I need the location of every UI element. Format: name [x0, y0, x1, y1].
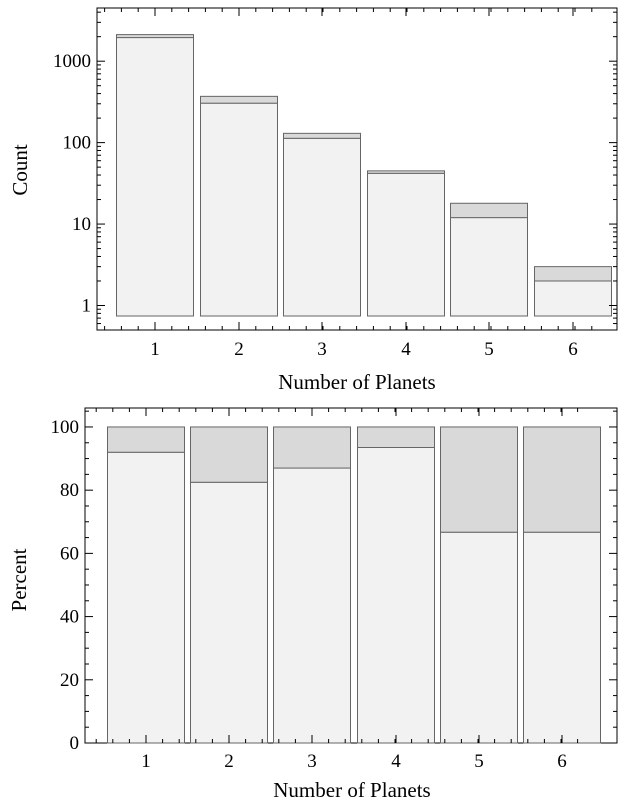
percent-axes: 0 20 40 60 80 100 1 2 3 4 5 6 — [51, 408, 617, 772]
count-bar — [534, 280, 612, 317]
count-bar — [534, 266, 612, 282]
percent-y-tick-label: 20 — [60, 670, 79, 691]
percent-bar — [273, 467, 351, 744]
percent-bars — [107, 426, 601, 744]
count-bars — [116, 34, 612, 317]
count-bar — [450, 217, 528, 317]
percent-y-axis-label: Percent — [7, 548, 31, 611]
percent-y-tick-label: 0 — [70, 733, 80, 754]
percent-y-tick-label: 80 — [60, 480, 79, 501]
count-bar — [367, 172, 445, 317]
count-y-tick-label: 100 — [63, 133, 92, 154]
percent-bar — [190, 481, 268, 744]
percent-x-tick-label: 5 — [474, 751, 484, 772]
count-chart: 1 10 100 1000 1 2 3 4 5 6 Number of Planets Count — [8, 7, 618, 394]
percent-x-tick-label: 2 — [224, 751, 234, 772]
percent-y-tick-label: 100 — [51, 417, 80, 438]
count-x-axis-label: Number of Planets — [278, 370, 435, 394]
percent-bar — [523, 531, 601, 744]
percent-y-tick-label: 60 — [60, 543, 79, 564]
count-x-tick-label: 6 — [568, 339, 578, 360]
percent-bar — [357, 426, 435, 449]
count-bar — [116, 34, 194, 39]
count-x-tick-label: 3 — [317, 339, 327, 360]
count-bar — [450, 202, 528, 219]
percent-x-tick-label: 6 — [557, 751, 567, 772]
count-bar — [283, 132, 361, 139]
percent-bar — [107, 451, 185, 744]
count-y-axis-label: Count — [8, 144, 32, 196]
count-x-tick-label: 1 — [150, 339, 160, 360]
count-axes: 1 10 100 1000 1 2 3 4 5 6 — [53, 8, 617, 360]
percent-bar — [107, 426, 185, 453]
percent-bar — [440, 426, 518, 533]
percent-bar — [357, 447, 435, 744]
percent-y-tick-label: 40 — [60, 607, 79, 628]
percent-chart: 0 20 40 60 80 100 1 2 3 4 5 6 Number of Planets Per… — [7, 407, 618, 802]
count-x-tick-label: 5 — [484, 339, 494, 360]
count-y-tick-label: 1 — [82, 295, 92, 316]
percent-x-tick-label: 1 — [141, 751, 151, 772]
percent-bar — [523, 426, 601, 533]
percent-bar — [273, 426, 351, 469]
percent-x-axis-label: Number of Planets — [273, 778, 430, 802]
count-bar — [367, 170, 445, 174]
count-bar — [283, 137, 361, 317]
percent-x-tick-label: 3 — [307, 751, 317, 772]
count-bar — [200, 95, 278, 104]
count-x-tick-label: 4 — [401, 339, 411, 360]
count-x-tick-label: 2 — [234, 339, 244, 360]
count-bar — [116, 37, 194, 317]
percent-x-tick-label: 4 — [391, 751, 401, 772]
percent-bar — [440, 531, 518, 744]
percent-bar — [190, 426, 268, 483]
count-bar — [200, 102, 278, 317]
count-y-tick-label: 10 — [72, 214, 91, 235]
count-y-tick-label: 1000 — [53, 51, 91, 72]
